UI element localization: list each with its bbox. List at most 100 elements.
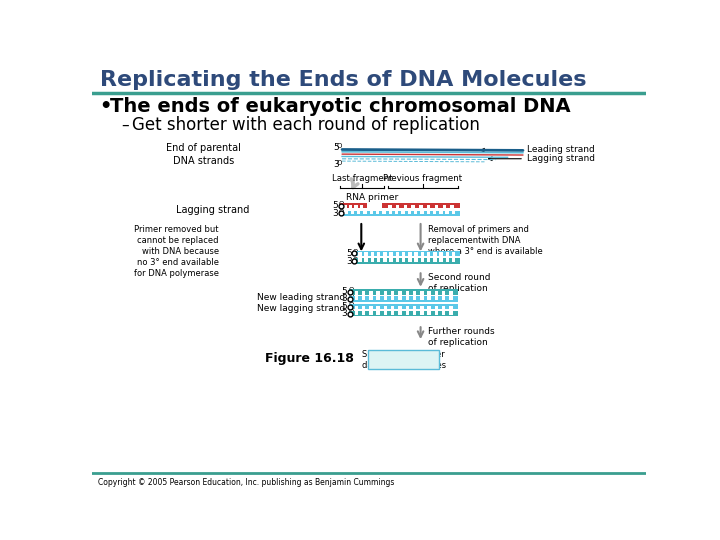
Bar <box>452 259 455 262</box>
Bar <box>435 306 438 309</box>
Text: 3: 3 <box>333 209 338 218</box>
Text: Removal of primers and
replacementwith DNA
where a 3° end is available: Removal of primers and replacementwith D… <box>428 225 543 256</box>
Bar <box>439 252 443 256</box>
Bar <box>369 211 373 214</box>
Bar <box>413 291 416 295</box>
Bar <box>354 306 358 309</box>
Bar <box>405 306 409 309</box>
Bar <box>349 296 459 301</box>
Bar <box>398 296 402 300</box>
Bar <box>384 296 387 300</box>
Bar <box>358 252 361 256</box>
Bar <box>420 296 423 300</box>
Bar <box>362 291 365 295</box>
Bar <box>362 311 365 315</box>
Bar <box>426 211 430 214</box>
Bar <box>348 205 352 208</box>
Text: Further rounds
of replication: Further rounds of replication <box>428 327 495 347</box>
Bar <box>390 259 393 262</box>
Bar <box>391 296 395 300</box>
Text: Last fragment: Last fragment <box>332 174 392 184</box>
Text: 3: 3 <box>333 160 338 168</box>
Bar <box>354 296 358 300</box>
Text: 5: 5 <box>342 287 348 296</box>
Bar <box>439 259 443 262</box>
Bar <box>420 311 423 315</box>
Bar <box>390 252 393 256</box>
Bar <box>383 259 387 262</box>
Bar <box>349 304 459 309</box>
Bar <box>354 251 460 256</box>
Bar <box>364 252 368 256</box>
Text: Lagging strand: Lagging strand <box>489 154 595 163</box>
Bar <box>446 259 449 262</box>
Bar <box>351 211 354 214</box>
Bar <box>398 291 402 295</box>
Text: 3: 3 <box>342 294 348 303</box>
Bar <box>377 252 380 256</box>
Bar <box>427 259 431 262</box>
Bar <box>442 311 446 315</box>
Bar <box>358 259 361 262</box>
Bar <box>428 291 431 295</box>
Text: 5: 5 <box>346 249 352 258</box>
Bar <box>420 259 424 262</box>
Bar <box>398 311 402 315</box>
Bar <box>404 205 407 208</box>
Bar <box>395 252 399 256</box>
Text: •: • <box>99 97 112 116</box>
Bar <box>413 311 416 315</box>
Text: 5: 5 <box>333 143 338 152</box>
Bar <box>362 306 365 309</box>
Text: 3: 3 <box>346 256 352 266</box>
Bar <box>433 252 436 256</box>
Text: Figure 16.18: Figure 16.18 <box>265 353 354 366</box>
Bar <box>415 259 418 262</box>
Text: O: O <box>337 160 342 166</box>
Bar <box>420 306 423 309</box>
Bar <box>449 296 453 300</box>
Bar <box>435 296 438 300</box>
Bar <box>419 205 423 208</box>
Bar <box>377 311 380 315</box>
Text: 5: 5 <box>342 302 348 311</box>
Bar <box>428 296 431 300</box>
Text: Copyright © 2005 Pearson Education, Inc. publishing as Benjamin Cummings: Copyright © 2005 Pearson Education, Inc.… <box>98 477 395 487</box>
Bar <box>377 291 380 295</box>
Text: The ends of eukaryotic chromosomal DNA: The ends of eukaryotic chromosomal DNA <box>110 97 571 116</box>
Bar <box>359 205 363 208</box>
Bar <box>343 205 347 208</box>
Bar <box>405 296 409 300</box>
Text: End of parental
DNA strands: End of parental DNA strands <box>166 143 241 166</box>
Bar <box>377 259 380 262</box>
Text: O: O <box>339 209 344 215</box>
Bar <box>391 311 395 315</box>
Text: RNA primer: RNA primer <box>346 193 398 201</box>
Bar <box>450 205 454 208</box>
Bar <box>371 259 374 262</box>
Bar <box>420 211 423 214</box>
Bar <box>371 252 374 256</box>
Bar <box>349 289 459 295</box>
Bar <box>340 203 366 208</box>
Text: Get shorter with each round of replication: Get shorter with each round of replicati… <box>132 116 480 134</box>
Bar <box>401 211 405 214</box>
Bar <box>364 211 366 214</box>
Bar <box>408 259 412 262</box>
Text: O: O <box>348 294 354 300</box>
Text: –: – <box>121 117 129 132</box>
Bar <box>344 211 348 214</box>
Bar <box>452 252 455 256</box>
Bar <box>405 311 409 315</box>
Text: 5: 5 <box>333 201 338 210</box>
Bar <box>449 306 453 309</box>
Bar <box>340 211 460 216</box>
Bar <box>411 205 415 208</box>
Bar <box>396 205 400 208</box>
Bar <box>383 252 387 256</box>
Text: O: O <box>353 249 359 255</box>
Text: Lagging strand: Lagging strand <box>176 205 250 215</box>
Bar <box>449 311 453 315</box>
Bar <box>369 306 372 309</box>
Bar <box>408 211 411 214</box>
